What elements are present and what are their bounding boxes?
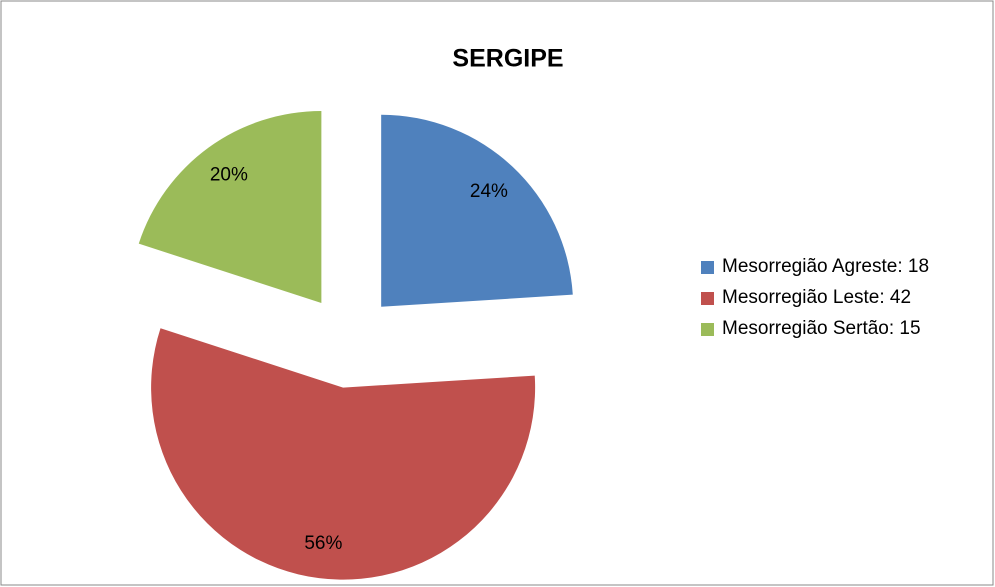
legend-swatch [701, 292, 714, 305]
pie-slice [381, 114, 573, 307]
legend-label: Mesorregião Leste: 42 [722, 287, 911, 308]
legend-swatch [701, 261, 714, 274]
data-label: 24% [470, 181, 508, 202]
data-label: 56% [304, 533, 342, 554]
pie-slice [151, 328, 536, 580]
legend-label: Mesorregião Sertão: 15 [722, 318, 921, 339]
chart-title: SERGIPE [452, 45, 563, 73]
data-label: 20% [210, 165, 248, 186]
legend-label: Mesorregião Agreste: 18 [722, 256, 929, 277]
pie-slice [138, 110, 322, 303]
legend-swatch [701, 323, 714, 336]
